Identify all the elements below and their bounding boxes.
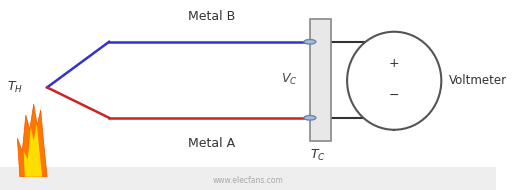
- Polygon shape: [18, 104, 47, 177]
- Bar: [310, 19, 331, 141]
- Circle shape: [304, 40, 316, 44]
- Text: $V_C$: $V_C$: [281, 72, 298, 87]
- Ellipse shape: [347, 32, 441, 130]
- Text: +: +: [389, 57, 399, 70]
- Text: Voltmeter: Voltmeter: [449, 74, 507, 87]
- Text: −: −: [389, 89, 399, 102]
- Circle shape: [304, 116, 316, 120]
- Text: Metal B: Metal B: [188, 10, 236, 23]
- Text: Metal A: Metal A: [188, 137, 235, 150]
- Text: $T_C$: $T_C$: [310, 148, 326, 163]
- Bar: [0, 167, 496, 190]
- Text: www.elecfans.com: www.elecfans.com: [213, 176, 283, 185]
- Polygon shape: [24, 124, 42, 177]
- Text: $T_H$: $T_H$: [7, 80, 23, 95]
